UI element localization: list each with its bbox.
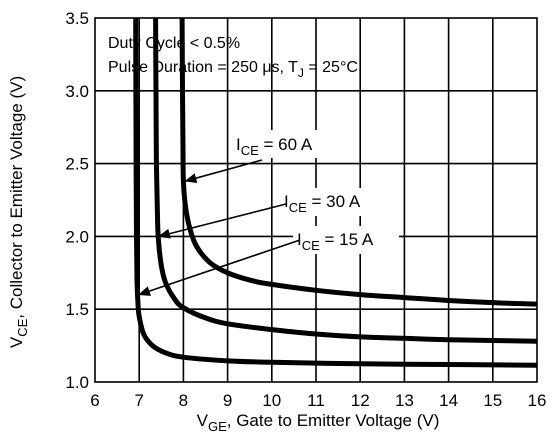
x-tick-label: 10 xyxy=(262,391,281,410)
y-tick-label: 2.0 xyxy=(65,227,89,246)
series-label-30a-text: ICE = 30 A xyxy=(284,192,361,215)
y-axis-title: VCE, Collector to Emitter Voltage (V) xyxy=(7,76,30,348)
series-label-15a: ICE = 15 A xyxy=(293,226,399,254)
note-duty-cycle: Duty Cycle < 0.5% xyxy=(108,35,240,52)
plot-frame xyxy=(94,17,538,383)
series-line-2 xyxy=(133,17,538,368)
series-line-1 xyxy=(153,17,538,344)
series-layer xyxy=(133,17,538,368)
series-arrow-1 xyxy=(157,203,287,239)
x-tick-label: 16 xyxy=(528,391,547,410)
x-tick-label: 7 xyxy=(134,391,143,410)
arrows xyxy=(138,159,301,296)
note-pulse-duration: Pulse Duration = 250 μs, TJ = 25°C xyxy=(108,59,358,80)
y-tick-label: 3.5 xyxy=(65,9,89,28)
x-tick-label: 11 xyxy=(307,391,325,410)
y-tick-label: 1.5 xyxy=(65,300,89,319)
series-line-0 xyxy=(179,17,538,307)
x-tick-label: 9 xyxy=(223,391,232,410)
series-label-60a: ICE = 60 A xyxy=(230,130,338,158)
series-label-60a-text: ICE = 60 A xyxy=(236,135,313,158)
series-arrow-2 xyxy=(138,239,301,296)
x-tick-label: 14 xyxy=(439,391,458,410)
x-tick-label: 13 xyxy=(395,391,414,410)
series-arrow-0 xyxy=(184,159,263,183)
x-tick-label: 12 xyxy=(351,391,370,410)
x-tick-label: 15 xyxy=(483,391,502,410)
note-box: Duty Cycle < 0.5% Pulse Duration = 250 μ… xyxy=(108,35,358,80)
series-label-30a: ICE = 30 A xyxy=(280,188,386,216)
y-tick-label: 3.0 xyxy=(65,82,89,101)
x-tick-label: 6 xyxy=(90,391,99,410)
x-axis-title: VGE, Gate to Emitter Voltage (V) xyxy=(197,411,440,434)
y-tick-label: 1.0 xyxy=(65,373,89,392)
x-tick-label: 8 xyxy=(179,391,188,410)
y-tick-label: 2.5 xyxy=(65,155,89,174)
tick-labels: 6 7 8 9 10 11 12 13 14 15 16 1.0 1.5 2.0 2.5 3.0 3.5 xyxy=(65,9,546,410)
